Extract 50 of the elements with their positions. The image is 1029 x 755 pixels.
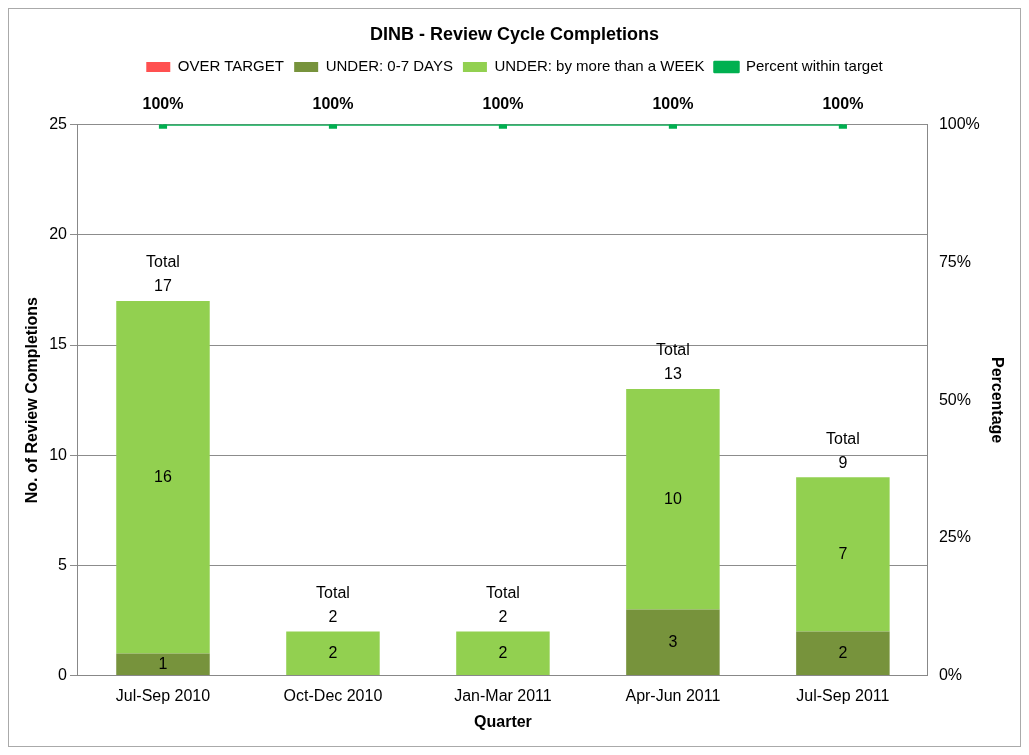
bar	[456, 631, 550, 676]
bar	[796, 631, 890, 676]
data-label: 100%	[822, 95, 864, 113]
data-label: 2	[328, 643, 338, 661]
data-label: 10	[664, 489, 682, 507]
data-label: 100%	[652, 95, 694, 113]
y2-tick-label: 75%	[938, 252, 971, 270]
legend-label: Percent within target	[745, 57, 884, 75]
chart-title: DINB - Review Cycle Completions	[369, 23, 660, 44]
data-label: 2	[498, 643, 508, 661]
x-tick-label: Jul-Sep 2011	[796, 686, 890, 704]
data-label: 2	[838, 643, 848, 661]
data-label: 1	[158, 654, 168, 672]
bar	[796, 477, 890, 632]
total-label: Total 2	[486, 583, 520, 625]
x-tick-label: Jan-Mar 2011	[454, 686, 552, 704]
legend-label: UNDER: 0-7 DAYS	[325, 57, 453, 75]
y-axis-title: No. of Review Completions	[23, 296, 41, 504]
total-label: Total 13	[656, 341, 690, 383]
y2-tick-label: 25%	[938, 528, 971, 546]
x-tick-label: Apr-Jun 2011	[625, 686, 721, 704]
y2-tick-label: 0%	[938, 666, 962, 684]
y-tick-label: 0	[58, 666, 68, 684]
x-axis-title: Quarter	[474, 712, 532, 730]
data-label: 16	[154, 467, 172, 485]
bar	[286, 631, 380, 676]
x-tick-label: Jul-Sep 2010	[115, 686, 211, 704]
data-label: 7	[838, 544, 848, 562]
y2-tick-label: 50%	[938, 390, 971, 408]
bar	[116, 653, 210, 676]
y-tick-label: 5	[58, 555, 68, 573]
total-label: Total 2	[316, 583, 350, 625]
y2-tick-label: 100%	[938, 115, 980, 133]
y-tick-label: 25	[49, 115, 68, 133]
y-tick-label: 10	[49, 445, 68, 463]
bar	[626, 389, 720, 610]
y-tick-label: 15	[49, 335, 68, 353]
data-label: 100%	[482, 95, 524, 113]
y-tick-label: 20	[49, 225, 68, 243]
legend-label: OVER TARGET	[177, 57, 284, 75]
bar	[626, 609, 720, 676]
total-label: Total 9	[825, 429, 860, 471]
bar	[116, 300, 210, 654]
data-label: 100%	[142, 95, 184, 113]
x-tick-label: Oct-Dec 2010	[283, 686, 383, 704]
y2-axis-title: Percentage	[988, 356, 1006, 444]
total-label: Total 17	[146, 253, 180, 295]
data-label: 3	[668, 632, 678, 650]
data-label: 100%	[312, 95, 354, 113]
legend-label: UNDER: by more than a WEEK	[494, 57, 705, 75]
